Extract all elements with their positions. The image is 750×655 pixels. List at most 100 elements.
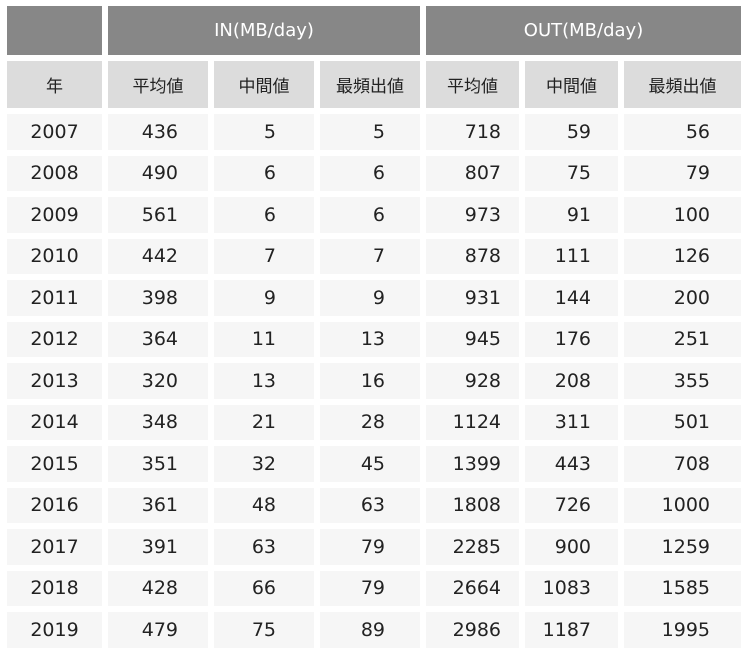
value-cell: 1399 (426, 446, 519, 482)
value-cell: 79 (320, 529, 420, 565)
group-header-in: IN(MB/day) (108, 6, 420, 55)
value-cell: 726 (525, 487, 618, 523)
value-cell: 320 (108, 363, 208, 399)
year-cell: 2017 (7, 529, 102, 565)
value-cell: 13 (214, 363, 314, 399)
table-row: 2008 490 6 6 807 75 79 (7, 155, 741, 191)
value-cell: 91 (525, 197, 618, 233)
value-cell: 878 (426, 238, 519, 274)
value-cell: 1585 (624, 570, 741, 606)
value-cell: 1083 (525, 570, 618, 606)
year-cell: 2018 (7, 570, 102, 606)
value-cell: 32 (214, 446, 314, 482)
value-cell: 708 (624, 446, 741, 482)
value-cell: 48 (214, 487, 314, 523)
value-cell: 45 (320, 446, 420, 482)
value-cell: 56 (624, 114, 741, 150)
value-cell: 973 (426, 197, 519, 233)
value-cell: 21 (214, 404, 314, 440)
value-cell: 1995 (624, 612, 741, 648)
table-row: 2015 351 32 45 1399 443 708 (7, 446, 741, 482)
year-cell: 2015 (7, 446, 102, 482)
value-cell: 176 (525, 321, 618, 357)
value-cell: 428 (108, 570, 208, 606)
value-cell: 361 (108, 487, 208, 523)
value-cell: 2986 (426, 612, 519, 648)
value-cell: 1187 (525, 612, 618, 648)
value-cell: 442 (108, 238, 208, 274)
value-cell: 75 (214, 612, 314, 648)
corner-cell (7, 6, 102, 55)
value-cell: 9 (214, 280, 314, 316)
year-cell: 2014 (7, 404, 102, 440)
value-cell: 13 (320, 321, 420, 357)
column-header: 平均値 (108, 61, 208, 108)
value-cell: 79 (320, 570, 420, 606)
year-cell: 2009 (7, 197, 102, 233)
value-cell: 364 (108, 321, 208, 357)
value-cell: 9 (320, 280, 420, 316)
value-cell: 11 (214, 321, 314, 357)
table-row: 2012 364 11 13 945 176 251 (7, 321, 741, 357)
value-cell: 63 (320, 487, 420, 523)
value-cell: 931 (426, 280, 519, 316)
year-cell: 2010 (7, 238, 102, 274)
value-cell: 479 (108, 612, 208, 648)
year-cell: 2008 (7, 155, 102, 191)
value-cell: 2285 (426, 529, 519, 565)
value-cell: 490 (108, 155, 208, 191)
value-cell: 348 (108, 404, 208, 440)
value-cell: 89 (320, 612, 420, 648)
table-row: 2007 436 5 5 718 59 56 (7, 114, 741, 150)
value-cell: 7 (320, 238, 420, 274)
column-header: 最頻出値 (320, 61, 420, 108)
value-cell: 501 (624, 404, 741, 440)
value-cell: 6 (214, 155, 314, 191)
column-header: 平均値 (426, 61, 519, 108)
table-row: 2017 391 63 79 2285 900 1259 (7, 529, 741, 565)
table-row: 2018 428 66 79 2664 1083 1585 (7, 570, 741, 606)
value-cell: 200 (624, 280, 741, 316)
column-header: 年 (7, 61, 102, 108)
value-cell: 79 (624, 155, 741, 191)
table-row: 2011 398 9 9 931 144 200 (7, 280, 741, 316)
value-cell: 355 (624, 363, 741, 399)
value-cell: 75 (525, 155, 618, 191)
value-cell: 2664 (426, 570, 519, 606)
value-cell: 436 (108, 114, 208, 150)
value-cell: 391 (108, 529, 208, 565)
table-row: 2009 561 6 6 973 91 100 (7, 197, 741, 233)
value-cell: 1808 (426, 487, 519, 523)
table-row: 2019 479 75 89 2986 1187 1995 (7, 612, 741, 648)
year-cell: 2011 (7, 280, 102, 316)
year-cell: 2013 (7, 363, 102, 399)
value-cell: 6 (214, 197, 314, 233)
value-cell: 1124 (426, 404, 519, 440)
value-cell: 443 (525, 446, 618, 482)
value-cell: 6 (320, 197, 420, 233)
value-cell: 111 (525, 238, 618, 274)
value-cell: 351 (108, 446, 208, 482)
value-cell: 900 (525, 529, 618, 565)
column-header: 中間値 (214, 61, 314, 108)
table-row: 2016 361 48 63 1808 726 1000 (7, 487, 741, 523)
value-cell: 144 (525, 280, 618, 316)
value-cell: 100 (624, 197, 741, 233)
value-cell: 59 (525, 114, 618, 150)
value-cell: 1259 (624, 529, 741, 565)
value-cell: 311 (525, 404, 618, 440)
year-cell: 2019 (7, 612, 102, 648)
table-row: 2013 320 13 16 928 208 355 (7, 363, 741, 399)
value-cell: 5 (214, 114, 314, 150)
value-cell: 561 (108, 197, 208, 233)
value-cell: 28 (320, 404, 420, 440)
value-cell: 16 (320, 363, 420, 399)
value-cell: 7 (214, 238, 314, 274)
value-cell: 928 (426, 363, 519, 399)
table-row: 2014 348 21 28 1124 311 501 (7, 404, 741, 440)
table-row: 2010 442 7 7 878 111 126 (7, 238, 741, 274)
value-cell: 5 (320, 114, 420, 150)
value-cell: 63 (214, 529, 314, 565)
value-cell: 251 (624, 321, 741, 357)
